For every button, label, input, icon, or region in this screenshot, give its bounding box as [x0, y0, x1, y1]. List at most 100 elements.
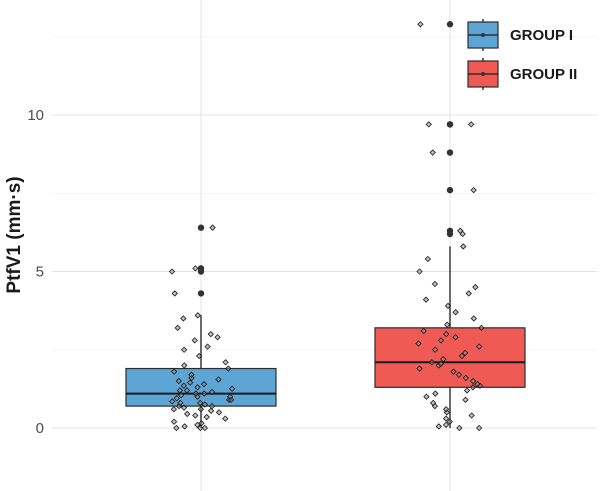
jitter-point: [170, 418, 178, 425]
jitter-point: [452, 334, 459, 341]
jitter-point: [168, 268, 176, 275]
jitter-point: [207, 407, 215, 414]
jitter-point: [197, 424, 204, 432]
outlier-point: [446, 21, 454, 28]
legend-label: GROUP I: [510, 27, 573, 44]
jitter-point: [171, 290, 178, 297]
jitter-point: [416, 365, 423, 372]
jitter-point: [169, 398, 176, 405]
jitter-point: [462, 374, 469, 382]
jitter-point: [180, 346, 188, 353]
jitter-point: [472, 283, 479, 291]
y-axis-label: PtfV1 (mm·s): [4, 176, 25, 293]
jitter-point: [444, 321, 451, 328]
jitter-point: [200, 381, 208, 388]
jitter-point: [452, 309, 459, 316]
jitter-point: [478, 324, 485, 332]
outlier-point: [446, 186, 454, 194]
jitter-point: [195, 352, 203, 360]
jitter-point: [177, 391, 185, 399]
jitter-point: [429, 149, 436, 156]
jitter-point: [192, 265, 199, 272]
jitter-point: [437, 337, 445, 344]
jitter-point: [214, 334, 221, 341]
jitter-point: [226, 393, 234, 400]
grid: [52, 0, 597, 491]
jitter-point: [455, 371, 463, 378]
y-tick-label: 5: [36, 264, 44, 281]
jitter-point: [180, 315, 187, 322]
jitter-point: [432, 390, 439, 397]
jitter-point: [183, 387, 191, 394]
jitter-point: [188, 371, 195, 378]
box-iqr: [374, 327, 526, 388]
jitter-point: [462, 396, 469, 403]
jitter-point: [465, 290, 472, 297]
box-iqr: [125, 367, 277, 407]
jitter-point: [463, 387, 471, 394]
jitter-point: [476, 343, 483, 350]
y-axis-ticks: 0 5 10: [27, 107, 44, 437]
jitter-point: [174, 324, 181, 332]
jitter-point: [437, 360, 445, 368]
jitter-point: [228, 385, 236, 393]
jitter-point: [467, 121, 475, 128]
jitter-point: [208, 402, 216, 410]
jitter-point: [428, 359, 435, 366]
jitter-point: [470, 315, 477, 322]
jitter-point: [470, 186, 477, 194]
jitter-point: [443, 330, 450, 338]
jitter-point: [422, 296, 430, 303]
jitter-point: [198, 420, 205, 427]
jitter-point: [201, 390, 208, 397]
jitter-point: [197, 399, 204, 407]
jitter-point: [222, 359, 229, 366]
jitter-point: [197, 406, 205, 413]
jitter-point: [429, 399, 437, 407]
jitter-point: [209, 224, 216, 231]
jitter-point: [415, 340, 422, 347]
jitter-point: [474, 381, 481, 388]
outlier-point: [197, 224, 205, 231]
jitter-point: [417, 21, 424, 28]
jitter-point: [170, 406, 178, 413]
jitter-point: [203, 413, 210, 421]
jitter-point: [222, 415, 229, 422]
jitter-point: [468, 412, 475, 419]
jitter-point: [442, 421, 450, 429]
jitter-point: [469, 377, 477, 385]
jitter-point: [186, 379, 194, 386]
jitter-point: [176, 387, 184, 394]
jitter-point: [175, 377, 182, 385]
jitter-point: [442, 406, 450, 413]
jitter-point: [431, 280, 439, 288]
jitter-point: [181, 423, 188, 430]
jitter-point: [201, 424, 209, 432]
jitter-point: [460, 243, 467, 250]
boxplot-2: [374, 21, 526, 432]
jitter-point: [469, 384, 477, 391]
jitter-point: [180, 404, 188, 411]
jitter-point: [475, 424, 483, 432]
jitter-point: [225, 365, 232, 372]
jitter-point: [177, 399, 184, 407]
jitter-point: [170, 368, 178, 375]
jitter-point: [194, 384, 201, 391]
jitter-point: [215, 376, 222, 383]
jitter-point: [457, 227, 464, 234]
jitter-point: [192, 390, 199, 397]
legend-item-group-2: GROUP II: [467, 58, 577, 90]
jitter-point: [204, 343, 211, 350]
outlier-point: [446, 121, 454, 128]
jitter-point: [458, 352, 466, 360]
jitter-point: [180, 382, 188, 389]
jitter-point: [184, 410, 191, 418]
y-tick-label: 10: [27, 107, 44, 124]
jitter-point: [192, 412, 199, 419]
jitter-point: [201, 401, 209, 408]
legend-key-dot: [481, 72, 485, 76]
jitter-point: [173, 424, 180, 432]
jitter-point: [173, 395, 180, 402]
jitter-point: [188, 374, 195, 382]
legend-label: GROUP II: [510, 66, 577, 83]
